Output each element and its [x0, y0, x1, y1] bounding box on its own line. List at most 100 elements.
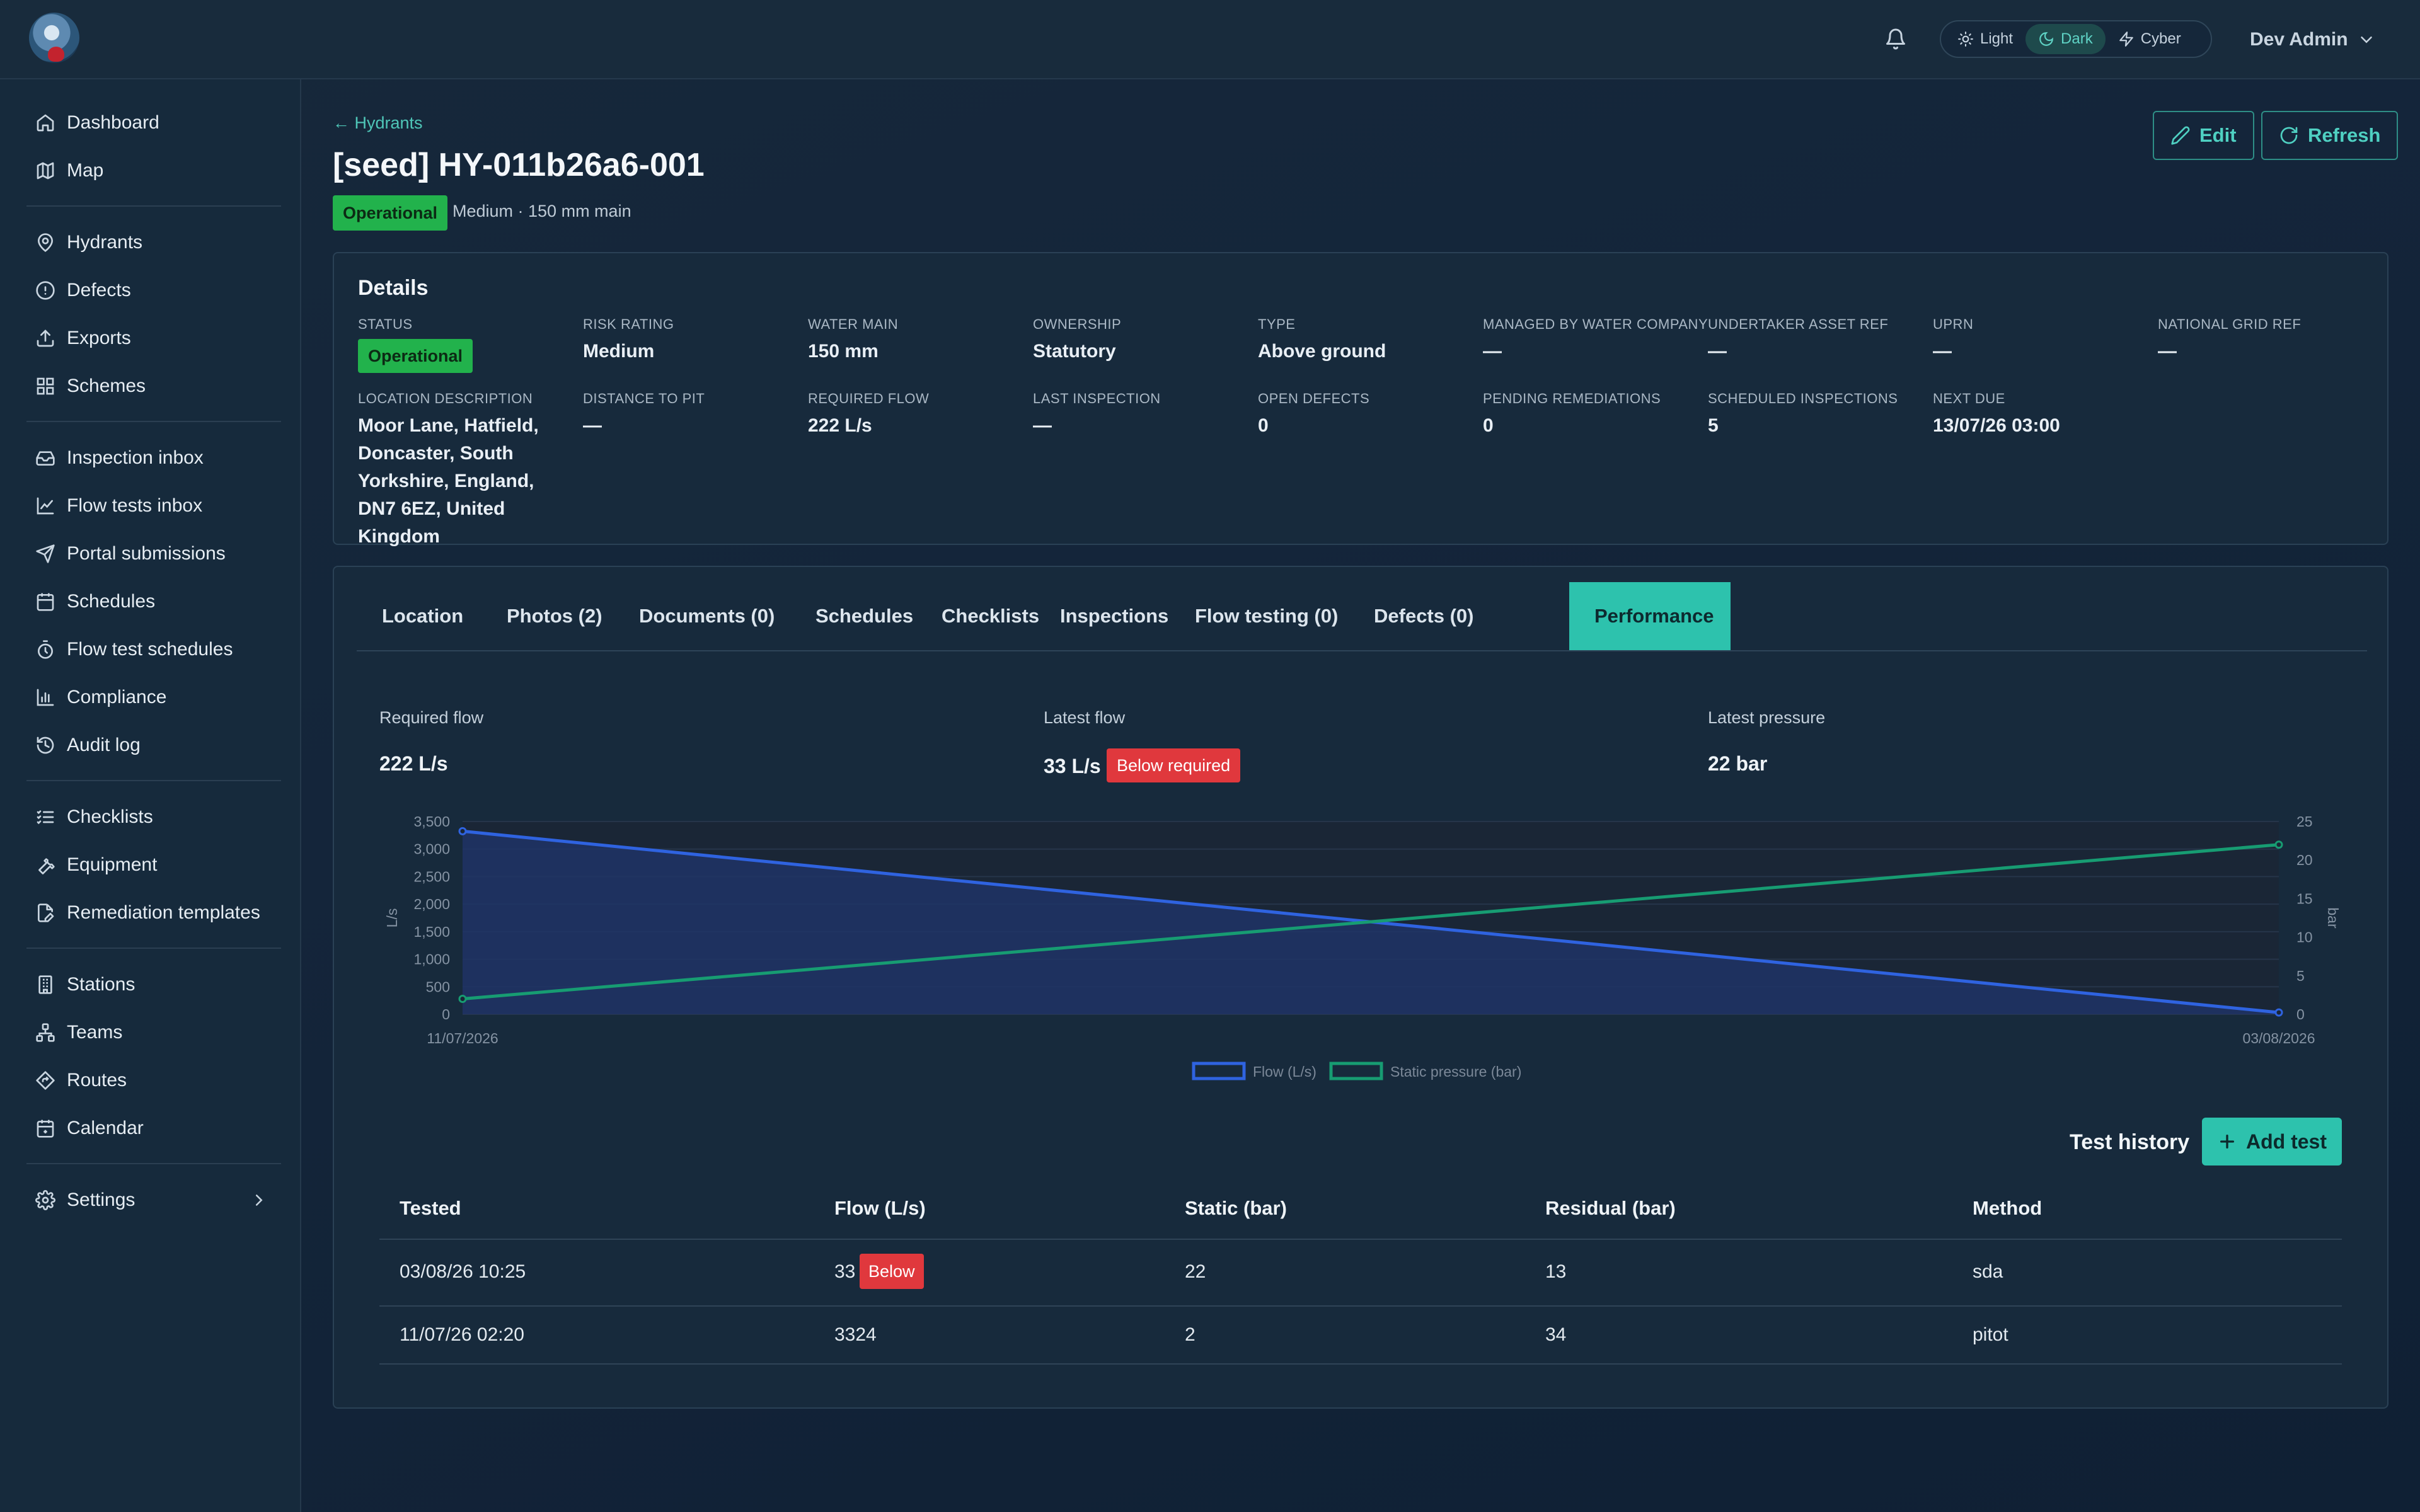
tab-schedules[interactable]: Schedules	[815, 605, 914, 627]
chevron-right-icon[interactable]	[250, 1191, 268, 1210]
top-bar: Light Dark Cyber Dev Admin	[0, 0, 2420, 79]
sidebar-divider	[26, 421, 281, 422]
required-flow-label: Required flow	[379, 708, 484, 727]
sidebar-item-label: Inspection inbox	[67, 447, 204, 468]
sun-icon	[1958, 32, 1973, 47]
add-test-button[interactable]: Add test	[2202, 1118, 2342, 1166]
user-name: Dev Admin	[2250, 29, 2348, 50]
sidebar-divider	[26, 780, 281, 781]
alert-circle-icon	[36, 281, 55, 300]
sidebar-item-schemes[interactable]: Schemes	[35, 367, 146, 405]
tab-defects[interactable]: Defects (0)	[1374, 605, 1474, 627]
cell-tested: 11/07/26 02:20	[400, 1324, 524, 1345]
field-value-scheduled-inspections: 5	[1708, 415, 1719, 436]
app-logo[interactable]	[29, 13, 79, 63]
field-value-required-flow: 222 L/s	[808, 415, 872, 436]
field-label-scheduled-inspections: SCHEDULED INSPECTIONS	[1708, 391, 1898, 406]
field-label-uprn: UPRN	[1933, 316, 1974, 332]
sidebar-item-defects[interactable]: Defects	[35, 272, 131, 309]
field-label-water-main: WATER MAIN	[808, 316, 899, 332]
send-icon	[36, 544, 55, 563]
user-menu[interactable]: Dev Admin	[2250, 25, 2376, 54]
sidebar: Dashboard Map Hydrants Defects Exports S…	[0, 79, 301, 1512]
chevron-down-icon	[2360, 37, 2372, 43]
tab-location[interactable]: Location	[382, 605, 464, 627]
sidebar-item-exports[interactable]: Exports	[35, 319, 131, 357]
sidebar-item-remediation-templates[interactable]: Remediation templates	[35, 894, 260, 932]
field-value-type: Above ground	[1258, 341, 1386, 362]
sidebar-item-label: Map	[67, 160, 104, 181]
tab-photos[interactable]: Photos (2)	[507, 605, 602, 627]
sidebar-item-schedules[interactable]: Schedules	[35, 583, 155, 621]
field-value-distance-to-pit: —	[583, 415, 602, 436]
cell-residual: 34	[1545, 1324, 1567, 1345]
sidebar-item-compliance[interactable]: Compliance	[35, 679, 166, 716]
sidebar-item-inspection-inbox[interactable]: Inspection inbox	[35, 439, 204, 477]
sidebar-item-equipment[interactable]: Equipment	[35, 846, 157, 884]
column-header-residual[interactable]: Residual (bar)	[1545, 1197, 1676, 1219]
wrench-icon	[38, 858, 55, 874]
theme-light-label: Light	[1980, 30, 2014, 47]
bar-chart-icon	[37, 689, 54, 706]
sidebar-item-label: Stations	[67, 974, 135, 995]
inbox-icon	[36, 451, 55, 466]
list-checks-icon	[37, 810, 54, 825]
refresh-button[interactable]: Refresh	[2261, 111, 2399, 160]
field-label-next-due: NEXT DUE	[1933, 391, 2005, 406]
sidebar-item-portal-submissions[interactable]: Portal submissions	[35, 535, 226, 573]
field-value-pending-remediations: 0	[1483, 415, 1494, 436]
column-header-tested[interactable]: Tested	[400, 1197, 461, 1219]
bolt-icon	[2119, 32, 2133, 47]
sidebar-item-label: Exports	[67, 328, 131, 348]
sidebar-item-checklists[interactable]: Checklists	[35, 798, 153, 836]
sidebar-item-audit-log[interactable]: Audit log	[35, 726, 141, 764]
column-header-method[interactable]: Method	[1973, 1197, 2043, 1219]
sidebar-item-label: Teams	[67, 1022, 123, 1043]
field-label-managed-by-water-company: MANAGED BY WATER COMPANY	[1483, 316, 1708, 332]
theme-cyber-option[interactable]: Cyber	[2106, 24, 2194, 54]
sidebar-item-label: Settings	[67, 1189, 135, 1210]
sidebar-item-label: Calendar	[67, 1118, 144, 1138]
theme-dark-label: Dark	[2061, 30, 2093, 47]
edit-button-label: Edit	[2199, 124, 2237, 146]
column-header-static[interactable]: Static (bar)	[1185, 1197, 1287, 1219]
field-value-uprn: —	[1933, 341, 1952, 362]
back-link[interactable]: ← Hydrants	[333, 113, 423, 132]
sidebar-item-hydrants[interactable]: Hydrants	[35, 224, 142, 261]
theme-light-option[interactable]: Light	[1945, 24, 2025, 54]
sidebar-item-teams[interactable]: Teams	[35, 1014, 122, 1051]
sidebar-item-dashboard[interactable]: Dashboard	[35, 104, 159, 142]
sidebar-item-flow-tests-inbox[interactable]: Flow tests inbox	[35, 487, 202, 525]
edit-button[interactable]: Edit	[2153, 111, 2254, 160]
sidebar-item-stations[interactable]: Stations	[35, 966, 135, 1004]
column-header-flow[interactable]: Flow (L/s)	[834, 1197, 926, 1219]
tab-documents[interactable]: Documents (0)	[639, 605, 775, 627]
bell-icon[interactable]	[1884, 28, 1907, 50]
tab-checklists[interactable]: Checklists	[942, 605, 1040, 627]
sidebar-item-label: Dashboard	[67, 112, 159, 133]
field-label-national-grid-ref: NATIONAL GRID REF	[2158, 316, 2302, 332]
sidebar-item-calendar[interactable]: Calendar	[35, 1109, 144, 1147]
field-value-undertaker-asset-ref: —	[1708, 341, 1727, 362]
add-test-label: Add test	[2246, 1130, 2327, 1153]
sidebar-item-label: Flow tests inbox	[67, 495, 203, 516]
latest-flow-value: 33 L/s	[1044, 755, 1101, 777]
sidebar-item-flow-test-schedules[interactable]: Flow test schedules	[35, 631, 233, 668]
network-icon	[36, 1023, 55, 1042]
tab-flow-testing[interactable]: Flow testing (0)	[1195, 605, 1339, 627]
tab-performance[interactable]: Performance	[1569, 582, 1731, 650]
history-icon	[37, 736, 54, 754]
pencil-icon	[2171, 126, 2190, 145]
theme-dark-option[interactable]: Dark	[2025, 24, 2106, 54]
sidebar-item-settings[interactable]: Settings	[35, 1181, 135, 1219]
plus-icon	[2220, 1135, 2234, 1148]
sidebar-item-map[interactable]: Map	[35, 152, 103, 190]
table-divider	[379, 1239, 2342, 1240]
sidebar-item-routes[interactable]: Routes	[35, 1062, 127, 1099]
tab-inspections[interactable]: Inspections	[1060, 605, 1169, 627]
sidebar-item-label: Audit log	[67, 735, 141, 755]
sidebar-item-label: Compliance	[67, 687, 167, 707]
refresh-icon	[2280, 127, 2298, 144]
theme-switcher: Light Dark Cyber	[1940, 20, 2212, 58]
sidebar-divider	[26, 948, 281, 949]
